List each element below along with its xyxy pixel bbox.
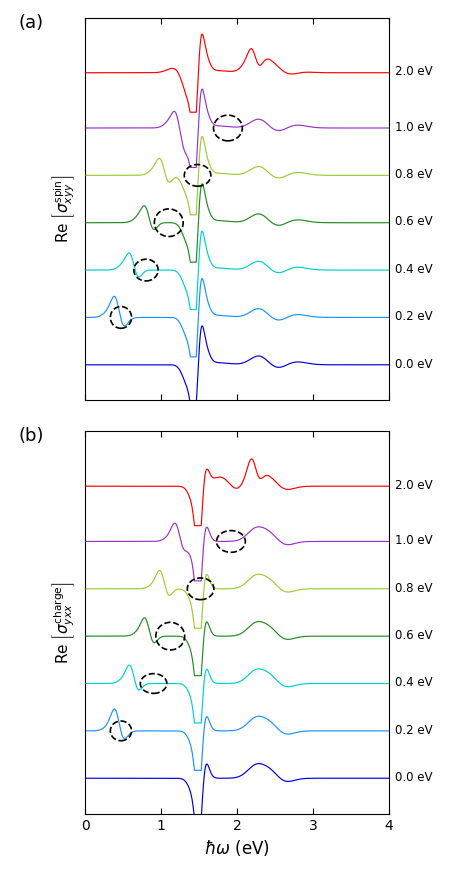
Text: 2.0 eV: 2.0 eV [395, 66, 432, 79]
Text: 0.8 eV: 0.8 eV [395, 168, 432, 181]
Text: 0.6 eV: 0.6 eV [395, 629, 432, 642]
Text: (b): (b) [18, 427, 44, 445]
Text: 0.2 eV: 0.2 eV [395, 724, 432, 737]
Y-axis label: Re $\left[\sigma_{xyy}^{\rm spin}\right]$: Re $\left[\sigma_{xyy}^{\rm spin}\right]… [50, 175, 77, 243]
Text: 2.0 eV: 2.0 eV [395, 479, 432, 492]
Y-axis label: Re $\left[\sigma_{yxx}^{\rm charge}\right]$: Re $\left[\sigma_{yxx}^{\rm charge}\righ… [50, 581, 77, 664]
Text: 0.0 eV: 0.0 eV [395, 358, 432, 370]
Text: 0.4 eV: 0.4 eV [395, 676, 432, 690]
Text: 1.0 eV: 1.0 eV [395, 121, 432, 134]
Text: 1.0 eV: 1.0 eV [395, 534, 432, 547]
Text: 0.4 eV: 0.4 eV [395, 262, 432, 276]
Text: 0.8 eV: 0.8 eV [395, 582, 432, 594]
Text: 0.2 eV: 0.2 eV [395, 310, 432, 323]
Text: 0.6 eV: 0.6 eV [395, 215, 432, 228]
Text: (a): (a) [18, 14, 44, 31]
X-axis label: $\hbar\omega$ (eV): $\hbar\omega$ (eV) [204, 838, 270, 858]
Text: 0.0 eV: 0.0 eV [395, 771, 432, 784]
